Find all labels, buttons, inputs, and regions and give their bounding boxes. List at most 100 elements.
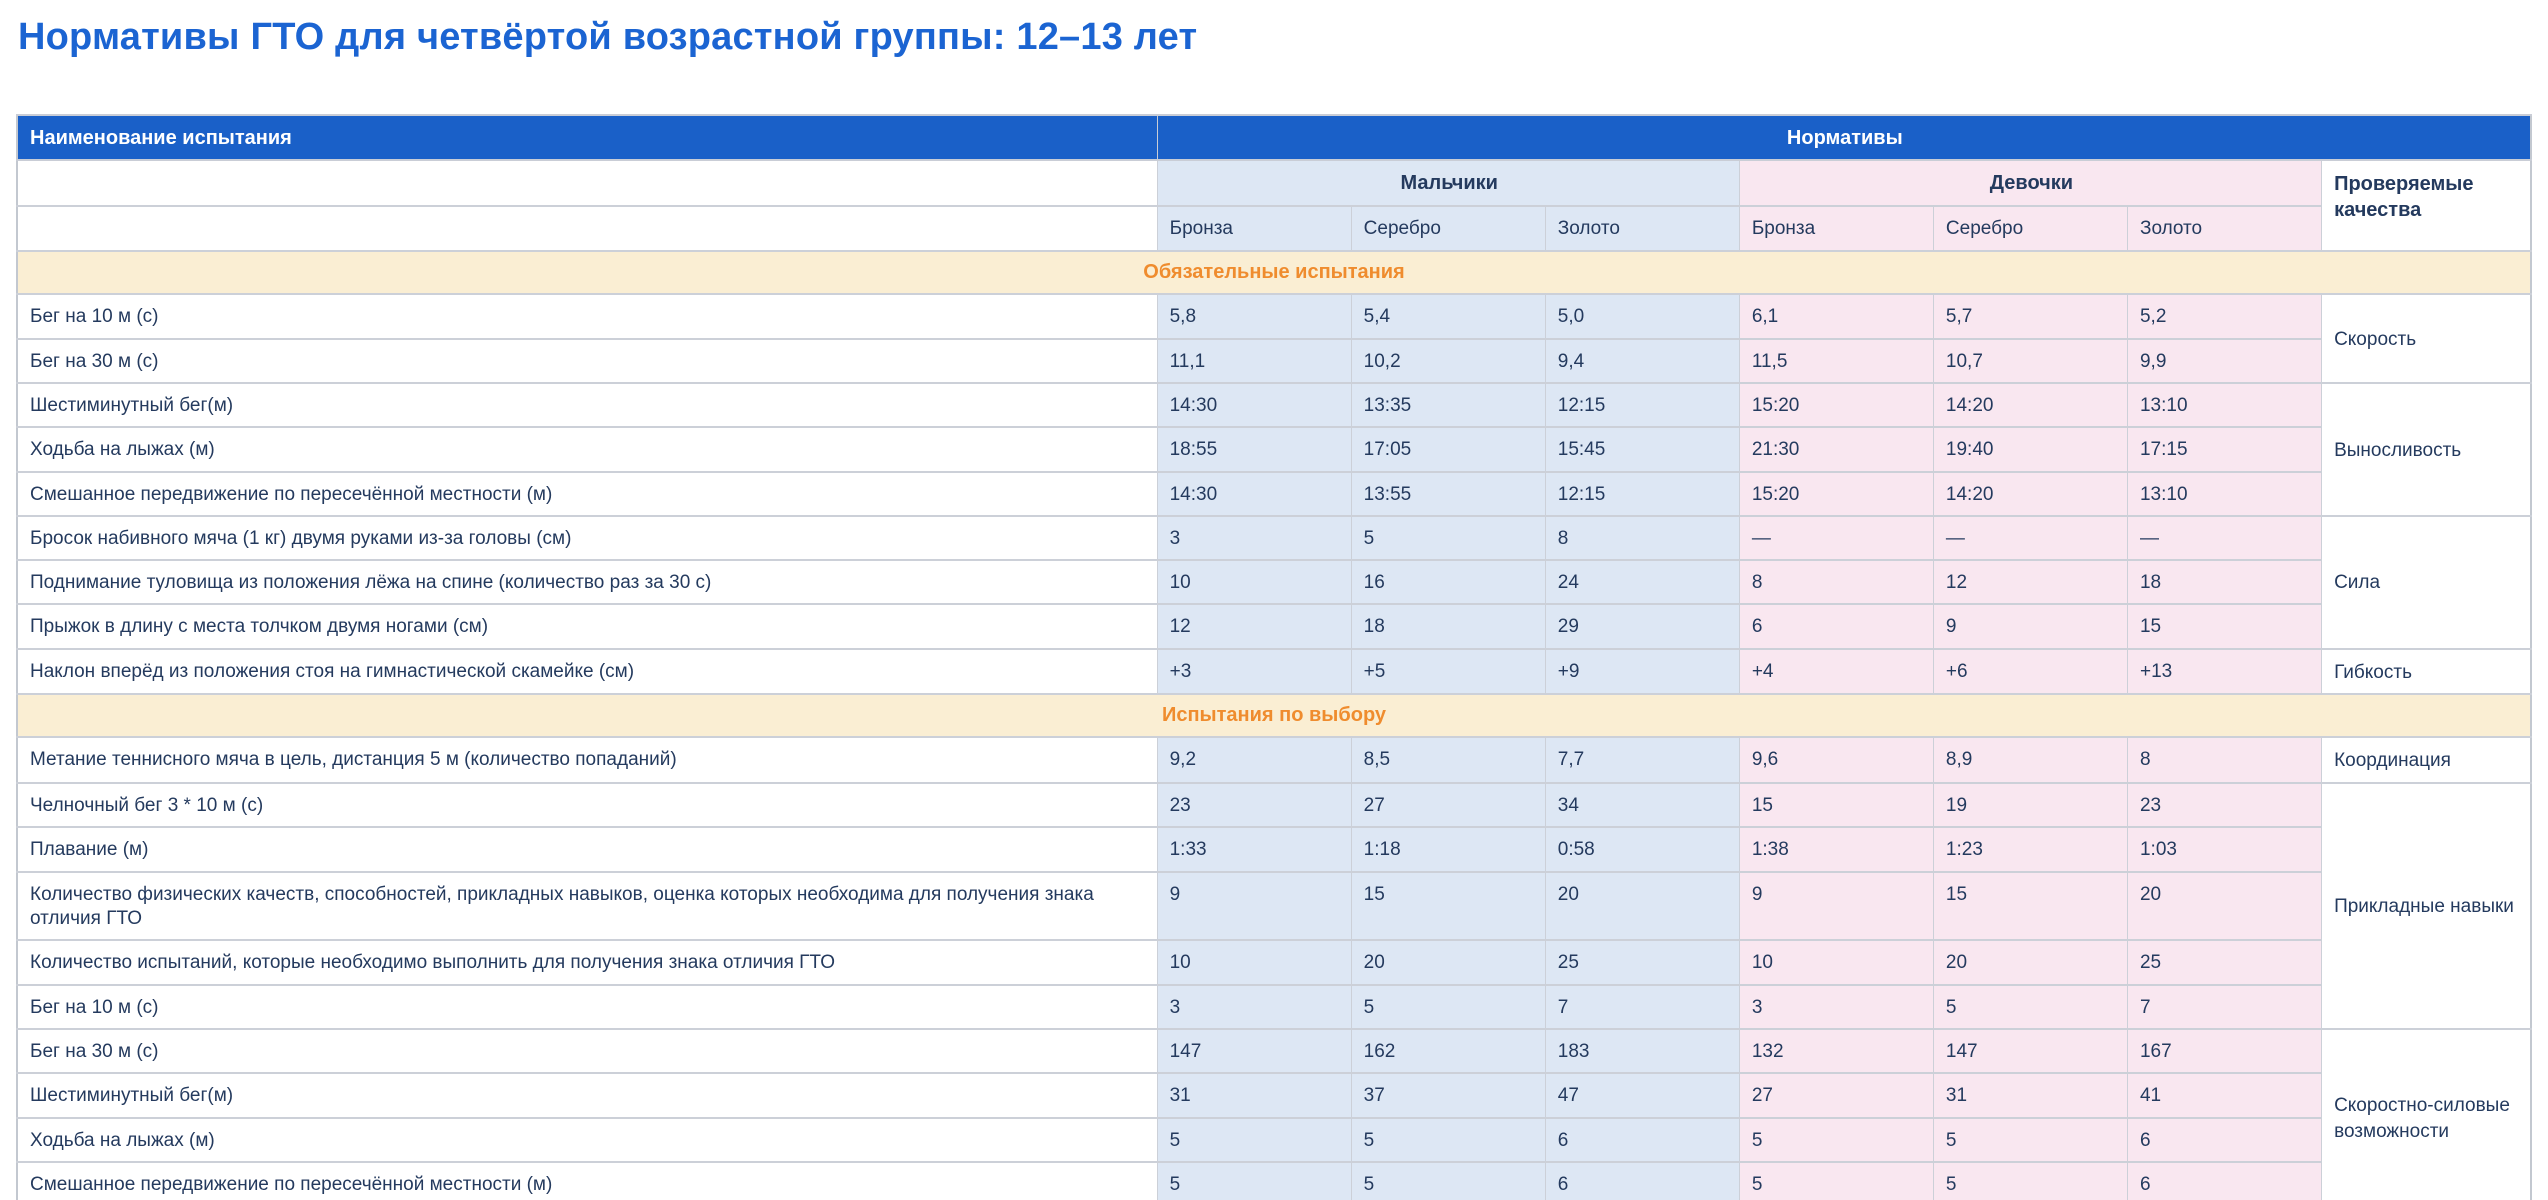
- table-header: Наименование испытания Нормативы Мальчик…: [16, 113, 2532, 253]
- boys-value-cell: 47: [1544, 1072, 1740, 1119]
- girls-value-cell: 15:20: [1738, 470, 1934, 517]
- girls-value-cell: 10,7: [1932, 337, 2128, 384]
- table-row: Бег на 30 м (с) 147 162 183 132 147 167 Скорост…: [16, 1027, 2532, 1200]
- table-row: Поднимание туловища из положения лёжа на…: [16, 559, 2531, 606]
- girls-value-cell: 15: [2126, 603, 2323, 650]
- boys-value-cell: 9: [1156, 870, 1352, 942]
- quality-cell: Сила: [2321, 514, 2532, 650]
- test-name-cell: Прыжок в длину с места толчком двумя ног…: [16, 603, 1158, 650]
- column-header-qualities: Проверяемые качества: [2321, 159, 2532, 253]
- column-header-bronze-boys: Бронза: [1156, 205, 1352, 253]
- girls-value-cell: 1:38: [1738, 826, 1934, 873]
- girls-value-cell: 20: [2126, 870, 2323, 942]
- girls-value-cell: 10: [1738, 939, 1934, 986]
- boys-value-cell: +9: [1544, 647, 1740, 696]
- girls-value-cell: 13:10: [2126, 470, 2323, 517]
- boys-value-cell: 5: [1156, 1116, 1352, 1163]
- test-name-cell: Бег на 30 м (с): [16, 1027, 1158, 1075]
- girls-value-cell: +4: [1738, 647, 1934, 696]
- girls-value-cell: 8: [1738, 559, 1934, 606]
- boys-value-cell: 6: [1544, 1160, 1740, 1200]
- quality-cell: Прикладные навыки: [2321, 782, 2532, 1030]
- girls-value-cell: 11,5: [1738, 337, 1934, 384]
- table-row: Смешанное передвижение по пересечённой м…: [16, 470, 2531, 517]
- table-row: Метание теннисного мяча в цель, дистанци…: [16, 736, 2532, 785]
- boys-value-cell: 5: [1350, 1116, 1546, 1163]
- table-row: Челночный бег 3 * 10 м (с) 23 27 34 15 19 23 Пр…: [16, 782, 2532, 1030]
- boys-value-cell: 12:15: [1544, 470, 1740, 517]
- table-row: Бег на 30 м (с) 11,1 10,2 9,4 11,5 10,7 9,9: [16, 337, 2531, 384]
- boys-value-cell: 8: [1544, 514, 1740, 562]
- column-header-boys: Мальчики: [1156, 159, 1740, 208]
- section-title: Обязательные испытания: [16, 250, 2532, 296]
- girls-value-cell: 9: [1932, 603, 2128, 650]
- test-name-cell: Шестиминутный бег(м): [16, 381, 1158, 429]
- test-name-cell: Бросок набивного мяча (1 кг) двумя рукам…: [16, 514, 1158, 562]
- quality-cell: Скорость: [2321, 293, 2532, 384]
- table-row: Бег на 10 м (с) 3 5 7 3 5 7: [16, 983, 2531, 1030]
- girls-value-cell: 27: [1738, 1072, 1934, 1119]
- girls-value-cell: 1:03: [2126, 826, 2323, 873]
- boys-value-cell: 10: [1156, 559, 1352, 606]
- test-name-cell: Смешанное передвижение по пересечённой м…: [16, 1160, 1158, 1200]
- section-header-row: Испытания по выбору: [16, 693, 2532, 739]
- table-row: Шестиминутный бег(м) 14:30 13:35 12:15 15:20…: [16, 381, 2532, 517]
- boys-value-cell: 25: [1544, 939, 1740, 986]
- boys-value-cell: 8,5: [1350, 736, 1546, 785]
- girls-value-cell: 41: [2126, 1072, 2323, 1119]
- table-row: Плавание (м) 1:33 1:18 0:58 1:38 1:23 1:03: [16, 826, 2531, 873]
- column-header-silver-girls: Серебро: [1932, 205, 2128, 253]
- girls-value-cell: 6: [2126, 1116, 2323, 1163]
- boys-value-cell: 31: [1156, 1072, 1352, 1119]
- boys-value-cell: +3: [1156, 647, 1352, 696]
- header-row-main: Наименование испытания Нормативы: [16, 113, 2532, 162]
- boys-value-cell: 14:30: [1156, 470, 1352, 517]
- boys-value-cell: 29: [1544, 603, 1740, 650]
- girls-value-cell: —: [2126, 514, 2323, 562]
- table-row: Количество физических качеств, способнос…: [16, 870, 2531, 942]
- girls-value-cell: 9: [1738, 870, 1934, 942]
- boys-value-cell: 5: [1350, 514, 1546, 562]
- girls-value-cell: 167: [2126, 1027, 2323, 1075]
- girls-value-cell: 147: [1932, 1027, 2128, 1075]
- boys-value-cell: 1:33: [1156, 826, 1352, 873]
- girls-value-cell: 15: [1932, 870, 2128, 942]
- boys-value-cell: 5: [1156, 1160, 1352, 1200]
- boys-value-cell: 12: [1156, 603, 1352, 650]
- girls-value-cell: 5: [1932, 1160, 2128, 1200]
- girls-value-cell: 5: [1738, 1116, 1934, 1163]
- boys-value-cell: 37: [1350, 1072, 1546, 1119]
- girls-value-cell: 5: [1932, 983, 2128, 1030]
- boys-value-cell: 15: [1350, 870, 1546, 942]
- test-name-cell: Шестиминутный бег(м): [16, 1072, 1158, 1119]
- boys-value-cell: 18:55: [1156, 426, 1352, 473]
- boys-value-cell: 14:30: [1156, 381, 1352, 429]
- girls-value-cell: 15:20: [1738, 381, 1934, 429]
- test-name-cell: Челночный бег 3 * 10 м (с): [16, 782, 1158, 829]
- boys-value-cell: 10: [1156, 939, 1352, 986]
- boys-value-cell: 6: [1544, 1116, 1740, 1163]
- column-header-bronze-girls: Бронза: [1738, 205, 1934, 253]
- boys-value-cell: 5,0: [1544, 293, 1740, 340]
- test-name-cell: Ходьба на лыжах (м): [16, 426, 1158, 473]
- boys-value-cell: 12:15: [1544, 381, 1740, 429]
- column-header-gold-girls: Золото: [2126, 205, 2323, 253]
- table-row: Количество испытаний, которые необходимо…: [16, 939, 2531, 986]
- quality-cell: Координация: [2321, 736, 2532, 785]
- table-row: Ходьба на лыжах (м) 18:55 17:05 15:45 21:30 1…: [16, 426, 2531, 473]
- test-name-cell: Метание теннисного мяча в цель, дистанци…: [16, 736, 1158, 785]
- boys-value-cell: 13:55: [1350, 470, 1546, 517]
- table-row: Ходьба на лыжах (м) 5 5 6 5 5 6: [16, 1116, 2531, 1163]
- girls-value-cell: 31: [1932, 1072, 2128, 1119]
- table-row: Наклон вперёд из положения стоя на гимна…: [16, 647, 2532, 696]
- girls-value-cell: 17:15: [2126, 426, 2323, 473]
- test-name-cell: Плавание (м): [16, 826, 1158, 873]
- column-header-gold-boys: Золото: [1544, 205, 1740, 253]
- boys-value-cell: 23: [1156, 782, 1352, 829]
- section-header-row: Обязательные испытания: [16, 250, 2532, 296]
- girls-value-cell: 19:40: [1932, 426, 2128, 473]
- quality-cell: Выносливость: [2321, 381, 2532, 517]
- girls-value-cell: 19: [1932, 782, 2128, 829]
- table-row: Шестиминутный бег(м) 31 37 47 27 31 41: [16, 1072, 2531, 1119]
- quality-cell: Скоростно-силовые возможности: [2321, 1027, 2532, 1200]
